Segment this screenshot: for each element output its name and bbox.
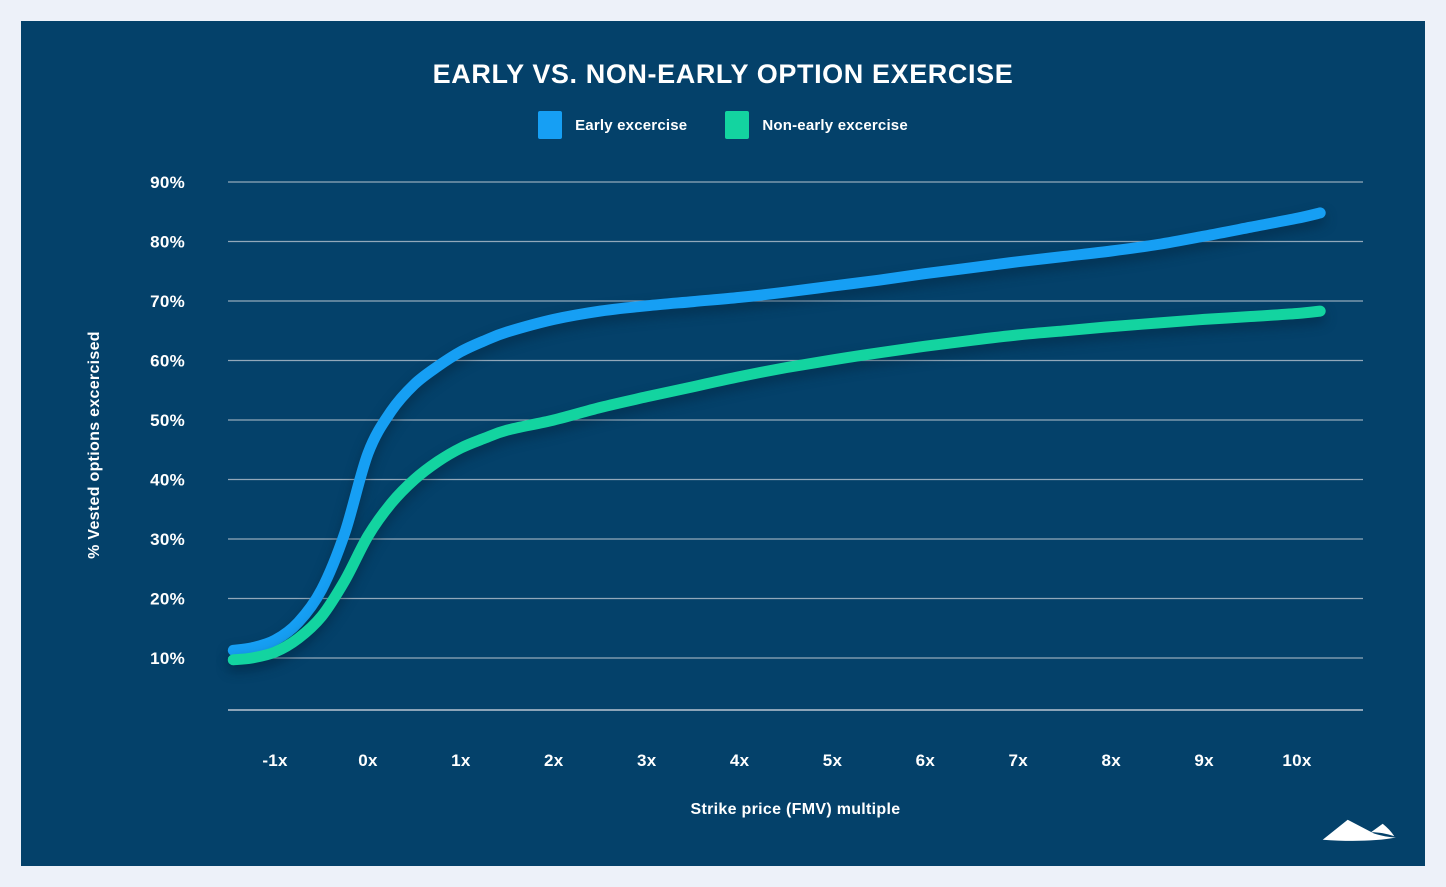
x-tick-label: 2x [544,751,564,770]
x-tick-label: 6x [916,751,936,770]
chart-canvas: 10% 20% 30% 40% 50% 60% 70% 80% 90% -1x 0x 1x 2x 3x 4x… [150,173,1363,770]
non-early-exercise-line [227,305,1326,666]
legend-item-non-early-exercise: Non-early excercise [725,111,908,139]
y-tick-label: 50% [150,411,185,430]
gridlines [228,181,1363,659]
y-axis-title: % Vested options excercised [86,331,103,559]
x-tick-label: 7x [1009,751,1029,770]
non-early-exercise-swatch-icon [725,111,750,139]
y-tick-label: 40% [150,471,185,490]
legend-label-non-early-exercise: Non-early excercise [762,116,908,134]
early-exercise-line [227,207,1326,656]
x-tick-label: 0x [358,751,378,770]
x-tick-label: 4x [730,751,750,770]
x-tick-label: 9x [1194,751,1214,770]
y-tick-label: 60% [150,352,185,371]
mountain-logo-icon [1322,819,1396,841]
x-tick-label: 8x [1101,751,1121,770]
x-tick-label: -1x [262,751,288,770]
y-tick-label: 10% [150,649,185,668]
early-exercise-swatch-icon [538,111,563,139]
x-tick-label: 5x [823,751,843,770]
x-tick-labels: -1x 0x 1x 2x 3x 4x 5x 6x 7x 8x 9x 10x [262,751,1312,770]
x-tick-label: 1x [451,751,471,770]
y-tick-labels: 10% 20% 30% 40% 50% 60% 70% 80% 90% [150,173,185,668]
y-tick-label: 90% [150,173,185,192]
legend-item-early-exercise: Early excercise [538,111,687,139]
x-tick-label: 10x [1282,751,1312,770]
legend-label-early-exercise: Early excercise [575,116,688,134]
chart-panel: 10% 20% 30% 40% 50% 60% 70% 80% 90% -1x 0x 1x 2x 3x 4x… [21,21,1425,866]
chart-title: EARLY VS. NON-EARLY OPTION EXERCISE [432,59,1014,89]
y-tick-label: 20% [150,590,185,609]
y-tick-label: 80% [150,233,185,252]
legend: Early excercise Non-early excercise [21,111,1425,139]
x-axis-title: Strike price (FMV) multiple [690,801,901,818]
x-tick-label: 3x [637,751,657,770]
y-tick-label: 70% [150,292,185,311]
y-tick-label: 30% [150,530,185,549]
